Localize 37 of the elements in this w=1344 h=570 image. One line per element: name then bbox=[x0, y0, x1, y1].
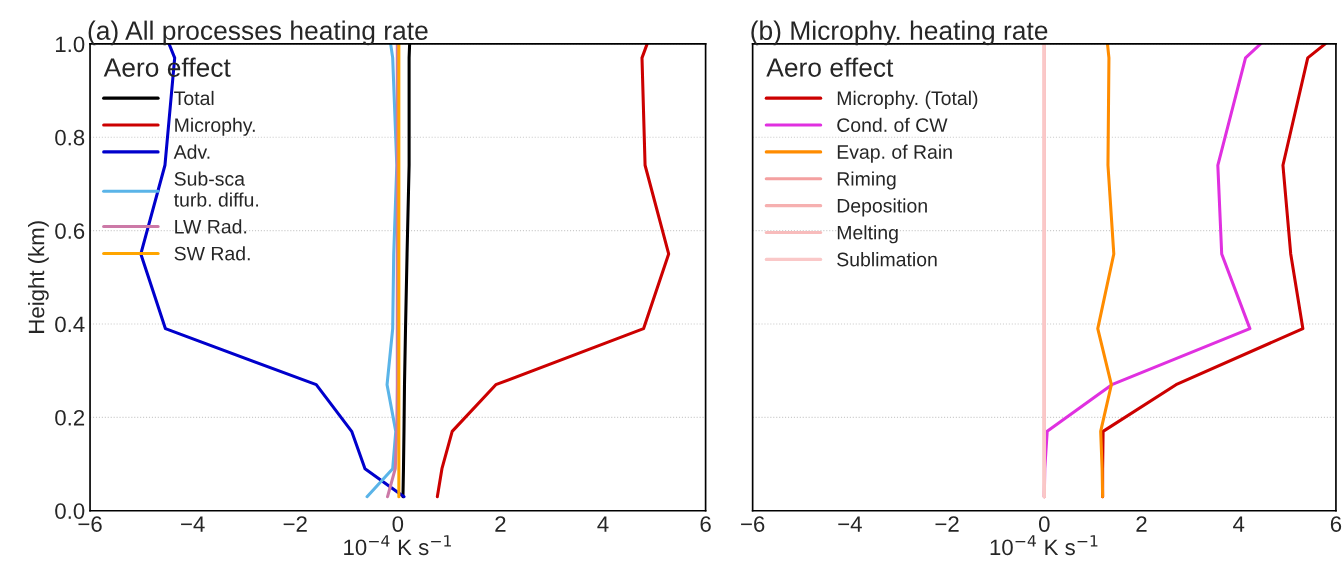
y-tick-label: 0.2 bbox=[55, 409, 85, 426]
x-tick-label: −2 bbox=[283, 516, 307, 532]
x-tick-label: 2 bbox=[1136, 516, 1147, 532]
x-tick-label: 0 bbox=[1038, 516, 1050, 532]
legend-label: Adv. bbox=[173, 144, 210, 159]
y-tick-label: 0.8 bbox=[55, 129, 85, 146]
legend-label: LW Rad. bbox=[175, 219, 247, 234]
x-axis-title: 10$^{−4}$ K s$^{−1}$ bbox=[344, 535, 451, 556]
x-tick-label: −6 bbox=[741, 516, 765, 532]
legend-label: Deposition bbox=[837, 198, 927, 217]
x-tick-label: −4 bbox=[838, 516, 862, 532]
legend-label: Total bbox=[174, 90, 214, 106]
x-tick-label: 0 bbox=[392, 516, 404, 532]
x-tick-label: −4 bbox=[181, 516, 205, 532]
x-tick-label: −2 bbox=[935, 516, 959, 532]
x-tick-label: 6 bbox=[1330, 516, 1342, 532]
x-axis-title: 10$^{−4}$ K s$^{−1}$ bbox=[990, 535, 1098, 556]
chart-title: (a) All processes heating rate bbox=[88, 20, 428, 46]
y-tick-label: 0.6 bbox=[55, 223, 85, 239]
legend-label: Cond. of CW bbox=[837, 117, 948, 133]
y-axis-title: Height (km) bbox=[28, 221, 49, 333]
legend-label: Riming bbox=[837, 171, 896, 190]
legend-label: Microphy. (Total) bbox=[837, 90, 978, 109]
legend-label: Sub-sca turb. diffu. bbox=[173, 171, 259, 207]
legend-label: Microphy. bbox=[175, 117, 255, 136]
chart-title: (b) Microphy. heating rate bbox=[751, 20, 1048, 46]
legend-label: Evap. of Rain bbox=[837, 144, 952, 163]
legend-label: Melting bbox=[837, 225, 898, 244]
legend-label: SW Rad. bbox=[174, 246, 250, 261]
x-tick-label: 4 bbox=[597, 516, 609, 532]
legend-title: Aero effect bbox=[766, 57, 894, 77]
x-tick-label: 4 bbox=[1233, 516, 1245, 532]
legend-label: Sublimation bbox=[837, 252, 937, 267]
x-tick-label: 6 bbox=[700, 516, 711, 532]
y-tick-label: 1.0 bbox=[55, 36, 85, 53]
y-tick-label: 0.4 bbox=[55, 316, 85, 333]
x-tick-label: 2 bbox=[495, 516, 506, 532]
